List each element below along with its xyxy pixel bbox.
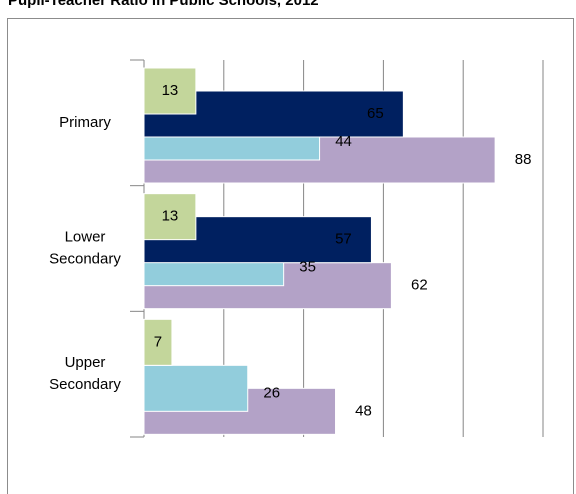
data-label: 57	[335, 231, 352, 248]
data-label: 48	[355, 402, 372, 419]
y-tick-label: Lower Secondary	[49, 228, 121, 267]
data-label: 65	[367, 105, 384, 122]
bar	[143, 364, 249, 412]
bar	[143, 193, 197, 241]
data-label: 7	[154, 333, 162, 350]
data-label: 62	[411, 277, 428, 294]
data-label: 13	[162, 82, 179, 99]
bar	[143, 318, 173, 366]
chart-title: Pupil-Teacher Ratio in Public Schools, 2…	[8, 0, 319, 9]
y-tick-label: Primary	[59, 114, 111, 131]
data-label: 44	[335, 133, 352, 150]
data-label: 13	[162, 208, 179, 225]
data-label: 35	[299, 259, 316, 276]
bar	[143, 67, 197, 115]
data-label: 88	[515, 151, 532, 168]
data-label: 26	[263, 384, 280, 401]
y-tick-label: Upper Secondary	[49, 354, 121, 393]
